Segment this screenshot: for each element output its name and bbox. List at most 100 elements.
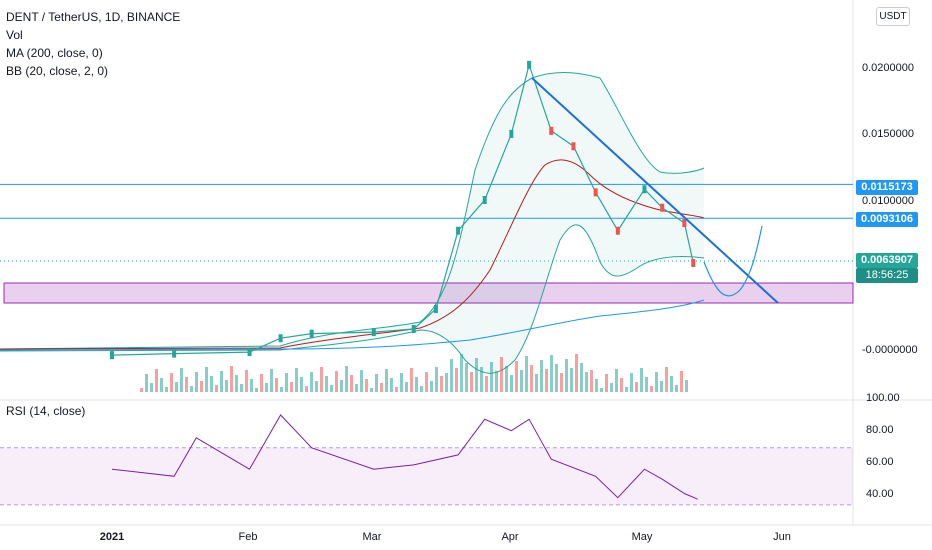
price-label-zero: -0.0000000: [862, 344, 918, 356]
volume-bar-43: [355, 384, 358, 392]
price-candle-3: [278, 334, 283, 343]
volume-bar-103: [655, 372, 658, 392]
volume-bar-61: [445, 373, 448, 392]
volume-bar-24: [260, 374, 263, 392]
price-candle-19: [691, 258, 696, 267]
bb-basis: [0, 159, 705, 350]
volume-bar-81: [545, 369, 548, 392]
volume-bar-3: [155, 369, 158, 392]
volume-bar-102: [650, 386, 653, 392]
price-candle-1: [172, 349, 177, 358]
price-candle-4: [309, 329, 314, 338]
volume-bar-92: [600, 388, 603, 392]
volume-bar-90: [590, 370, 593, 392]
volume-bar-32: [300, 377, 303, 392]
volume-bar-91: [595, 379, 598, 392]
legend-bb[interactable]: BB (20, close, 2, 0): [6, 64, 109, 78]
volume-bar-29: [285, 373, 288, 392]
volume-bar-4: [160, 378, 163, 392]
volume-bar-9: [185, 377, 188, 392]
price-candle-12: [549, 126, 554, 135]
volume-bar-26: [270, 369, 273, 392]
rsi-label-40: 40.00: [866, 488, 894, 500]
price-candle-17: [660, 203, 665, 212]
price-candle-18: [682, 219, 687, 228]
volume-bar-73: [505, 366, 508, 392]
volume-bar-45: [365, 379, 368, 392]
rsi-label-100: 100.00: [866, 392, 900, 404]
legend-vol[interactable]: Vol: [6, 28, 23, 42]
volume-bar-79: [535, 374, 538, 392]
volume-bar-23: [255, 388, 258, 392]
support-zone: [3, 282, 854, 304]
volume-bar-27: [275, 378, 278, 392]
time-label-jun: Jun: [773, 531, 791, 543]
volume-bar-86: [570, 368, 573, 392]
rsi-legend[interactable]: RSI (14, close): [6, 404, 86, 418]
volume-bar-99: [635, 382, 638, 392]
price-candle-6: [411, 325, 416, 334]
volume-bar-13: [205, 367, 208, 392]
volume-bar-7: [175, 382, 178, 392]
main-pane: [0, 0, 853, 400]
volume-bar-49: [385, 369, 388, 392]
bb-fill: [0, 72, 704, 374]
volume-bar-80: [540, 360, 543, 392]
volume-bar-104: [660, 381, 663, 392]
volume-bar-109: [685, 380, 688, 392]
last-price-tag: 0.0063907: [856, 253, 918, 268]
volume-bar-57: [425, 372, 428, 392]
price-candle-13: [571, 142, 576, 151]
volume-bar-97: [625, 387, 628, 392]
volume-bar-18: [230, 366, 233, 392]
volume-bar-93: [605, 374, 608, 392]
time-label-may: May: [631, 531, 653, 543]
rsi-label-60: 60.00: [866, 456, 894, 468]
price-candle-9: [482, 196, 487, 204]
currency-button[interactable]: USDT: [876, 7, 910, 26]
volume-bar-11: [195, 372, 198, 392]
volume-bar-44: [360, 370, 363, 392]
volume-bar-89: [585, 372, 588, 392]
volume-bar-101: [645, 377, 648, 392]
price-candle-14: [593, 188, 598, 197]
volume-bar-62: [450, 359, 453, 392]
volume-bar-2: [150, 383, 153, 392]
volume-bar-50: [390, 378, 393, 392]
price-candle-0: [110, 351, 114, 360]
volume-bar-12: [200, 381, 203, 392]
level-tag-upper[interactable]: 0.0115173: [856, 180, 918, 195]
price-label-0.02: 0.0200000: [862, 62, 914, 74]
price-close-line: [111, 62, 694, 356]
volume-bar-69: [485, 376, 488, 392]
rsi-band-fill: [0, 447, 853, 505]
volume-bar-54: [410, 368, 413, 392]
volume-bar-42: [350, 375, 353, 392]
volume-bar-51: [395, 387, 398, 392]
legend-ma[interactable]: MA (200, close, 0): [6, 46, 103, 60]
bb-upper-band: [0, 72, 705, 350]
volume-bar-30: [290, 382, 293, 392]
time-label-feb: Feb: [238, 531, 258, 543]
volume-bar-65: [465, 363, 468, 392]
volume-bar-10: [190, 386, 193, 392]
price-candle-16: [642, 185, 647, 194]
bar-countdown-tag: 18:56:25: [856, 268, 918, 283]
symbol-title[interactable]: DENT / TetherUS, 1D, BINANCE: [6, 10, 181, 24]
volume-bar-70: [490, 362, 493, 392]
volume-bar-37: [325, 376, 328, 392]
volume-bar-36: [320, 367, 323, 392]
price-label-0.01: 0.0100000: [862, 195, 914, 207]
volume-bar-67: [475, 358, 478, 392]
volume-bar-108: [680, 371, 683, 392]
volume-bar-33: [305, 386, 308, 392]
volume-bar-31: [295, 368, 298, 392]
volume-bar-82: [550, 355, 553, 392]
ma200-line: [0, 299, 705, 351]
volume-bar-34: [310, 372, 313, 392]
volume-bar-87: [575, 354, 578, 392]
volume-bar-20: [240, 384, 243, 392]
trend-line: [531, 77, 779, 304]
level-tag-lower[interactable]: 0.0093106: [856, 212, 918, 227]
